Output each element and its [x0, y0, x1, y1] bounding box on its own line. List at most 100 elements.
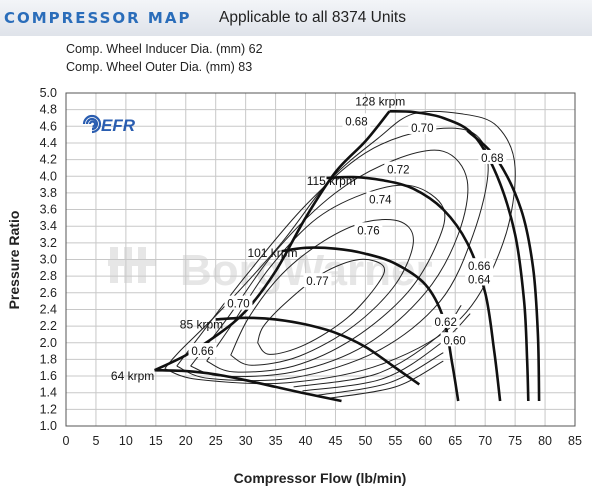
efficiency-label: 0.77 [306, 276, 328, 288]
x-tick-label: 30 [239, 434, 253, 448]
efficiency-label: 0.60 [443, 335, 465, 347]
y-tick-label: 3.8 [40, 186, 57, 200]
speed-label: 85 krpm [180, 317, 223, 331]
y-tick-label: 1.6 [40, 369, 57, 383]
efficiency-label: 0.68 [345, 116, 367, 128]
x-tick-label: 85 [568, 434, 582, 448]
y-tick-label: 2.0 [40, 336, 57, 350]
x-tick-label: 55 [388, 434, 402, 448]
efficiency-contour [164, 110, 516, 385]
y-tick-label: 3.4 [40, 219, 57, 233]
efr-logo: EFR [82, 114, 136, 135]
x-tick-label: 20 [179, 434, 193, 448]
x-tick-label: 15 [149, 434, 163, 448]
y-tick-label: 5.0 [40, 86, 57, 100]
x-tick-label: 60 [418, 434, 432, 448]
efficiency-contour [317, 352, 444, 396]
efficiency-label-bg [431, 313, 460, 328]
borgwarner-emblem-icon [108, 247, 156, 283]
efficiency-label: 0.74 [369, 195, 392, 207]
efficiency-contour [230, 219, 414, 366]
y-tick-label: 1.2 [40, 402, 57, 416]
x-axis-label: Compressor Flow (lb/min) [234, 470, 407, 486]
efficiency-label-bg [465, 258, 494, 273]
y-tick-label: 1.4 [40, 386, 57, 400]
x-tick-label: 50 [358, 434, 372, 448]
x-tick-label: 45 [329, 434, 343, 448]
y-tick-label: 3.6 [40, 203, 57, 217]
speed-label: 115 krpm [307, 174, 356, 188]
x-tick-label: 35 [269, 434, 283, 448]
efficiency-label: 0.66 [191, 346, 213, 358]
efficiency-label-bg [224, 295, 253, 310]
speed-lines [154, 110, 541, 403]
y-tick-label: 4.0 [40, 169, 57, 183]
speed-line [215, 316, 421, 386]
borgwarner-watermark: BorgWarner [108, 246, 433, 295]
plot-frame [65, 92, 576, 427]
efficiency-label: 0.70 [227, 299, 249, 311]
x-tick-labels: 0 5 10 15 20 25 30 35 40 45 50 55 60 65 70 75 80 85 [63, 434, 582, 448]
speed-label: 128 krpm [355, 94, 405, 108]
efficiency-contour [326, 360, 444, 399]
efficiency-label: 0.68 [481, 153, 503, 165]
y-tick-label: 4.4 [40, 136, 57, 150]
y-tick-label: 4.6 [40, 119, 57, 133]
speed-label: 64 krpm [111, 369, 154, 383]
chart-title: COMPRESSOR MAP [4, 9, 192, 27]
y-tick-label: 4.2 [40, 153, 57, 167]
x-tick-label: 25 [209, 434, 223, 448]
y-tick-label: 1.0 [40, 419, 57, 433]
efficiency-label: 0.76 [357, 225, 379, 237]
efficiency-label: 0.66 [468, 261, 490, 273]
header-bar: COMPRESSOR MAP Applicable to all 8374 Un… [0, 0, 592, 36]
chart-subtitle: Applicable to all 8374 Units [219, 9, 406, 26]
x-tick-label: 10 [119, 434, 133, 448]
speed-line [154, 368, 342, 403]
y-tick-label: 1.8 [40, 352, 57, 366]
efficiency-label-bg [354, 222, 383, 237]
efficiency-label-bg [440, 332, 469, 347]
y-tick-label: 2.2 [40, 319, 57, 333]
curve-labels: 0.68 0.70 0.72 0.74 0.76 0.77 0.70 0.66 0.68 0.66… [111, 94, 507, 383]
efficiency-contour [302, 313, 471, 392]
efficiency-label: 0.70 [411, 123, 433, 135]
efficiency-label-bg [366, 191, 395, 206]
efficiency-label-bg [465, 271, 494, 286]
x-tick-label: 80 [538, 434, 552, 448]
efficiency-contour [190, 149, 469, 378]
y-tick-label: 2.8 [40, 269, 57, 283]
outer-diameter-text: Comp. Wheel Outer Dia. (mm) 83 [66, 60, 253, 74]
x-tick-label: 65 [448, 434, 462, 448]
y-tick-labels: 1.0 1.2 1.4 1.6 1.8 2.0 2.2 2.4 2.6 2.8 3.0 3.2 3.4 3… [40, 86, 57, 433]
y-tick-label: 2.4 [40, 302, 57, 316]
efficiency-label: 0.64 [468, 274, 491, 286]
inducer-diameter-text: Comp. Wheel Inducer Dia. (mm) 62 [66, 42, 263, 56]
y-tick-label: 4.8 [40, 103, 57, 117]
y-tick-label: 2.6 [40, 286, 57, 300]
efficiency-contour [257, 258, 386, 355]
efficiency-label-bg [408, 119, 437, 134]
x-tick-label: 5 [92, 434, 99, 448]
y-axis-label: Pressure Ratio [6, 211, 22, 310]
speed-label: 101 krpm [247, 246, 297, 260]
x-tick-label: 0 [63, 434, 70, 448]
efr-logo-text: EFR [101, 116, 136, 135]
speed-line [389, 110, 530, 402]
efficiency-label: 0.72 [387, 165, 409, 177]
x-tick-label: 40 [299, 434, 313, 448]
efficiency-label-bg [384, 161, 413, 176]
y-tick-label: 3.2 [40, 236, 57, 250]
efr-swirl-icon [82, 114, 102, 134]
x-tick-label: 75 [508, 434, 522, 448]
efficiency-label-bg [303, 273, 332, 288]
speed-line [326, 175, 502, 402]
efficiency-label: 0.62 [434, 317, 456, 329]
efficiency-label-bg [188, 343, 217, 358]
efficiency-label-bg [342, 113, 371, 128]
y-tick-label: 3.0 [40, 253, 57, 267]
x-tick-label: 70 [478, 434, 492, 448]
efficiency-label-bg [478, 149, 507, 164]
speed-line [281, 246, 460, 402]
